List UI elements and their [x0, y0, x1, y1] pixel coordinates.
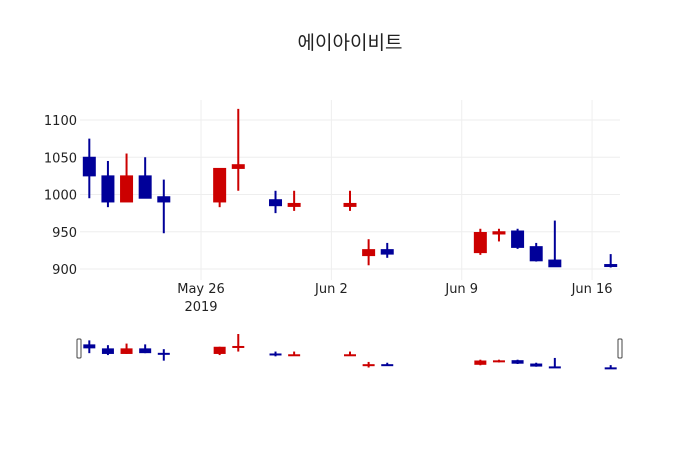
slider-candle — [83, 340, 96, 354]
candle[interactable] — [101, 160, 115, 208]
candle[interactable] — [213, 167, 227, 208]
y-tick-label: 950 — [52, 226, 77, 241]
slider-candle — [474, 359, 487, 366]
y-tick-label: 1100 — [44, 114, 77, 129]
x-tick-label: Jun 9 — [444, 282, 478, 297]
x-tick-label: Jun 2 — [314, 282, 348, 297]
slider-candle — [492, 359, 505, 363]
slider-candle — [139, 344, 152, 354]
y-tick-label: 1050 — [44, 151, 77, 166]
candle[interactable] — [82, 138, 96, 199]
slider-candle — [269, 351, 282, 357]
slider-candle — [511, 359, 524, 365]
y-tick-label: 1000 — [44, 189, 77, 204]
candle[interactable] — [380, 242, 394, 258]
y-axis: 900 950 1000 1050 1100 — [44, 114, 77, 278]
slider-candle — [120, 343, 133, 354]
slider-candle — [288, 351, 301, 357]
candles[interactable] — [82, 108, 618, 268]
y-tick-label: 900 — [52, 263, 77, 278]
candle[interactable] — [343, 190, 357, 211]
candle[interactable] — [492, 228, 506, 242]
candle[interactable] — [231, 108, 245, 191]
range-slider-right-handle[interactable] — [617, 338, 623, 359]
range-slider-left-handle[interactable] — [76, 338, 82, 359]
slider-candle — [213, 346, 226, 356]
candle[interactable] — [269, 190, 283, 214]
slider-candle — [530, 362, 543, 367]
candle[interactable] — [157, 179, 171, 234]
x-tick-label: May 26 — [177, 282, 225, 297]
candle[interactable] — [511, 228, 525, 249]
slider-candle — [101, 345, 114, 356]
x-axis: May 26 2019 Jun 2 Jun 9 Jun 16 — [177, 282, 612, 315]
candle[interactable] — [604, 254, 618, 268]
candle[interactable] — [120, 153, 134, 203]
slider-candle — [157, 349, 170, 361]
candle[interactable] — [362, 239, 376, 266]
slider-candle — [604, 365, 617, 370]
candle[interactable] — [548, 220, 562, 268]
range-slider[interactable] — [76, 334, 623, 370]
slider-candle — [362, 361, 375, 368]
candle[interactable] — [138, 157, 152, 199]
slider-candle — [344, 351, 356, 357]
x-tick-sublabel: 2019 — [184, 300, 217, 315]
slider-candle — [381, 362, 394, 367]
chart-title: 에이아이비트 — [298, 32, 403, 54]
candle[interactable] — [529, 242, 543, 262]
slider-candle — [548, 357, 561, 369]
x-tick-label: Jun 16 — [571, 282, 613, 297]
candle[interactable] — [287, 190, 301, 211]
candle[interactable] — [473, 228, 487, 255]
slider-candle — [232, 334, 245, 352]
